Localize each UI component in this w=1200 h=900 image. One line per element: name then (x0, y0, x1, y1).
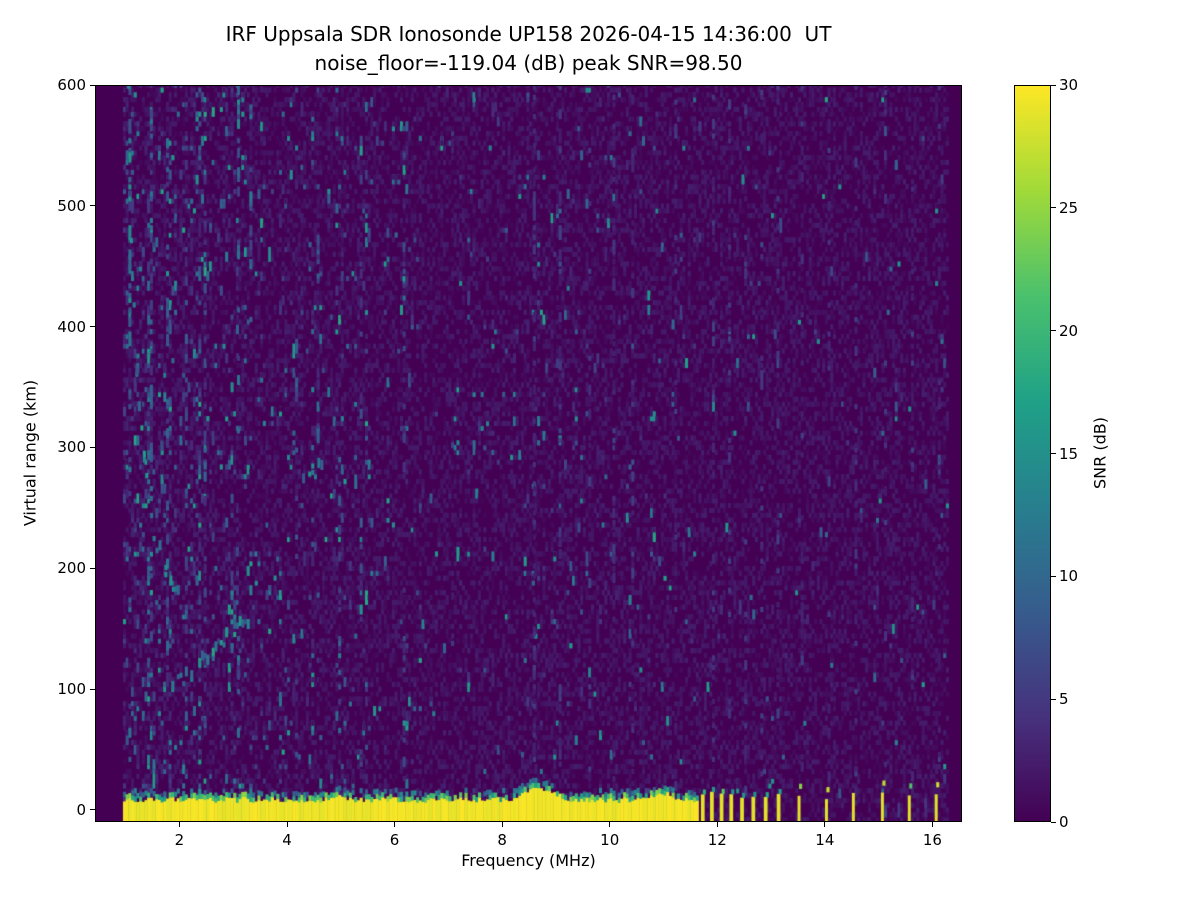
chart-title: IRF Uppsala SDR Ionosonde UP158 2026-04-… (225, 22, 832, 46)
x-axis-label: Frequency (MHz) (461, 851, 596, 870)
y-tick-label: 400 (57, 317, 86, 336)
y-tick-label: 100 (57, 680, 86, 699)
colorbar-tick-mark (1051, 84, 1056, 86)
colorbar-tick-mark (1051, 821, 1056, 823)
y-tick-mark (90, 446, 95, 448)
y-tick-mark (90, 567, 95, 569)
y-tick-label: 200 (57, 559, 86, 578)
x-tick-mark (394, 822, 396, 827)
colorbar-tick-label: 30 (1059, 76, 1079, 94)
y-tick-label: 500 (57, 196, 86, 215)
y-tick-mark (90, 809, 95, 811)
y-tick-label: 0 (76, 800, 86, 819)
x-tick-mark (609, 822, 611, 827)
x-tick-label: 16 (922, 831, 942, 849)
y-tick-label: 300 (57, 438, 86, 457)
x-tick-label: 2 (174, 831, 185, 849)
y-tick-mark (90, 205, 95, 207)
colorbar-tick-mark (1051, 698, 1056, 700)
x-tick-label: 14 (815, 831, 835, 849)
x-tick-label: 8 (497, 831, 507, 849)
x-tick-mark (501, 822, 503, 827)
y-tick-mark (90, 688, 95, 690)
colorbar-tick-label: 25 (1059, 198, 1079, 217)
x-tick-mark (716, 822, 718, 827)
x-tick-mark (824, 822, 826, 827)
colorbar-tick-label: 20 (1059, 321, 1079, 340)
heatmap-canvas (95, 85, 962, 822)
colorbar-tick-label: 15 (1059, 444, 1079, 463)
x-tick-label: 12 (707, 831, 727, 849)
colorbar-gradient (1015, 86, 1050, 821)
y-tick-label: 600 (57, 76, 86, 94)
plot-border (95, 85, 962, 822)
x-tick-mark (178, 822, 180, 827)
colorbar-tick-label: 5 (1059, 690, 1069, 709)
colorbar-tick-mark (1051, 575, 1056, 577)
colorbar-tick-mark (1051, 330, 1056, 332)
x-tick-mark (286, 822, 288, 827)
chart-subtitle: noise_floor=-119.04 (dB) peak SNR=98.50 (314, 51, 743, 75)
colorbar-label: SNR (dB) (1090, 417, 1110, 489)
colorbar-tick-mark (1051, 207, 1056, 209)
colorbar-tick-label: 10 (1059, 567, 1079, 586)
x-tick-mark (931, 822, 933, 827)
y-tick-mark (90, 326, 95, 328)
colorbar-tick-label: 0 (1059, 813, 1069, 831)
x-tick-label: 6 (389, 831, 400, 849)
y-tick-mark (90, 84, 95, 86)
x-tick-label: 4 (282, 831, 292, 849)
colorbar-tick-mark (1051, 453, 1056, 454)
x-tick-label: 10 (600, 831, 620, 849)
colorbar (1014, 85, 1051, 822)
